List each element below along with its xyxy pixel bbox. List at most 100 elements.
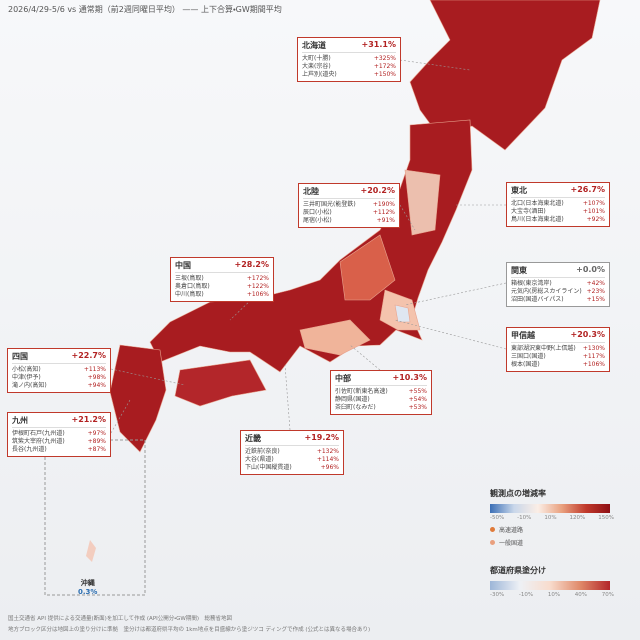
station-name: 北口(日本海東北道) <box>511 200 564 207</box>
station-name: 大谷(県道) <box>245 456 274 463</box>
footer-line: 地方ブロック区分は地図上の塗り分けに準拠 塗分けは都道府県平均の 1km地点を目… <box>8 627 371 633</box>
region-callout: 中国 +28.2% 三坂(鳥取) +172% 奥倉口(鳥取) +122% 中川(鳥取) +10… <box>170 257 274 302</box>
station-row: 静岡県(国道) +54% <box>335 396 427 404</box>
region-change: +26.7% <box>570 185 605 194</box>
station-row: 三国口(国道) +117% <box>511 353 605 361</box>
station-change: +106% <box>582 361 605 368</box>
station-name: 三井町国光(能登鉄) <box>303 201 356 208</box>
tokai-area <box>299 319 371 356</box>
station-name: 近鉄前(奈良) <box>245 448 280 455</box>
key: 高速道路 <box>490 525 614 534</box>
station-change: +172% <box>246 275 269 282</box>
station-row: 下山(中国縦貫道) +96% <box>245 464 339 472</box>
region-change: +22.7% <box>71 351 106 360</box>
station-name: 大町(十勝) <box>302 55 331 62</box>
key-label: 一般国道 <box>499 540 524 547</box>
station-row: 伊根町石戸(九州道) +97% <box>12 430 106 438</box>
region-change: +10.3% <box>392 373 427 382</box>
tick-label: 10% <box>544 515 557 521</box>
station-row: 根本(国道) +106% <box>511 361 605 369</box>
station-row: 中津(伊予) +98% <box>12 374 106 382</box>
region-name: 中部 <box>335 374 351 383</box>
station-name: 引佐町(新東名高速) <box>335 388 388 395</box>
station-row: 三坂(鳥取) +172% <box>175 275 269 283</box>
region-callout: 東北 +26.7% 北口(日本海東北道) +107% 大宝寺(酒田) +101% 鳥川(日本… <box>506 182 610 227</box>
tick-label: 120% <box>569 515 586 521</box>
station-name: 鳥川(日本海東北道) <box>511 216 564 223</box>
tick-label: -10% <box>517 515 532 521</box>
station-row: 沼田(国道バイパス) +15% <box>511 296 605 304</box>
region-callout: 中部 +10.3% 引佐町(新東名高速) +55% 静岡県(国道) +54% 茶臼町(なみだ… <box>330 370 432 415</box>
callout-header: 中国 +28.2% <box>175 260 269 273</box>
station-change: +98% <box>87 374 106 381</box>
callout-header: 九州 +21.2% <box>12 415 106 428</box>
station-name: 伊根町石戸(九州道) <box>12 430 65 437</box>
station-name: 三国口(国道) <box>511 353 546 360</box>
station-name: 大宝寺(酒田) <box>511 208 546 215</box>
tick-label: -30% <box>490 592 505 598</box>
station-change: +113% <box>83 366 106 373</box>
station-change: +55% <box>408 388 427 395</box>
station-name: 東部湖沢東中野(上信越) <box>511 345 576 352</box>
station-change: +106% <box>246 291 269 298</box>
callout-header: 近畿 +19.2% <box>245 433 339 446</box>
region-name: 甲信越 <box>511 331 535 340</box>
shikoku <box>174 359 267 407</box>
station-row: 茶臼町(なみだ) +53% <box>335 404 427 412</box>
ticks: -30% -10% 10% 40% 70% <box>490 592 614 598</box>
station-change: +89% <box>87 438 106 445</box>
callout-header: 関東 +0.0% <box>511 265 605 278</box>
station-row: 大楽(宗谷) +172% <box>302 63 396 71</box>
footer-line: 国土交通省 API 提供による交通量(断面)を加工して作成 (API公開分・GW… <box>8 616 232 622</box>
station-change: +172% <box>373 63 396 70</box>
landmass <box>109 0 601 453</box>
callout-header: 北陸 +20.2% <box>303 186 395 199</box>
station-row: 辰口(小松) +112% <box>303 209 395 217</box>
station-change: +54% <box>408 396 427 403</box>
station-row: 長谷(九州道) +87% <box>12 446 106 454</box>
station-change: +101% <box>582 208 605 215</box>
station-name: 元気内(房総スカイライン) <box>511 288 582 295</box>
station-row: 大宝寺(酒田) +101% <box>511 208 605 216</box>
okinawa-name: 沖縄 <box>80 579 95 587</box>
region-change: +20.2% <box>360 186 395 195</box>
key-label: 高速道路 <box>499 527 524 534</box>
station-change: +190% <box>372 201 395 208</box>
tick-label: -50% <box>490 515 505 521</box>
station-name: 根本(国道) <box>511 361 540 368</box>
region-callout: 九州 +21.2% 伊根町石戸(九州道) +97% 筑紫大宰府(九州道) +89% 長谷(九… <box>7 412 111 457</box>
region-callout: 北海道 +31.1% 大町(十勝) +325% 大楽(宗谷) +172% 上芦別(道央) +1… <box>297 37 401 82</box>
station-row: 筑紫大宰府(九州道) +89% <box>12 438 106 446</box>
region-name: 中国 <box>175 261 191 270</box>
station-row: 箱根(東京湾岸) +42% <box>511 280 605 288</box>
callout-header: 四国 +22.7% <box>12 351 106 364</box>
region-change: +0.0% <box>576 265 605 274</box>
gradient <box>490 504 610 513</box>
station-change: +91% <box>376 217 395 224</box>
station-row: 引佐町(新東名高速) +55% <box>335 388 427 396</box>
station-change: +15% <box>586 296 605 303</box>
station-name: 奥倉口(鳥取) <box>175 283 210 290</box>
tick-label: 70% <box>601 592 614 598</box>
station-name: 茶臼町(なみだ) <box>335 404 376 411</box>
station-change: +117% <box>582 353 605 360</box>
station-row: 鳥川(日本海東北道) +92% <box>511 216 605 224</box>
region-callout: 甲信越 +20.3% 東部湖沢東中野(上信越) +130% 三国口(国道) +117% 根本… <box>506 327 610 372</box>
station-name: 上芦別(道央) <box>302 71 337 78</box>
station-name: 長谷(九州道) <box>12 446 47 453</box>
callout-header: 甲信越 +20.3% <box>511 330 605 343</box>
region-change: +28.2% <box>234 260 269 269</box>
station-name: 大楽(宗谷) <box>302 63 331 70</box>
region-name: 九州 <box>12 416 28 425</box>
station-change: +114% <box>316 456 339 463</box>
station-name: 箱根(東京湾岸) <box>511 280 552 287</box>
region-name: 東北 <box>511 186 527 195</box>
station-change: +42% <box>586 280 605 287</box>
station-change: +150% <box>373 71 396 78</box>
callout-header: 東北 +26.7% <box>511 185 605 198</box>
dot <box>490 540 495 545</box>
station-row: 北口(日本海東北道) +107% <box>511 200 605 208</box>
station-name: 尾宿(小松) <box>303 217 332 224</box>
okinawa-change: 0.3% <box>78 588 98 596</box>
